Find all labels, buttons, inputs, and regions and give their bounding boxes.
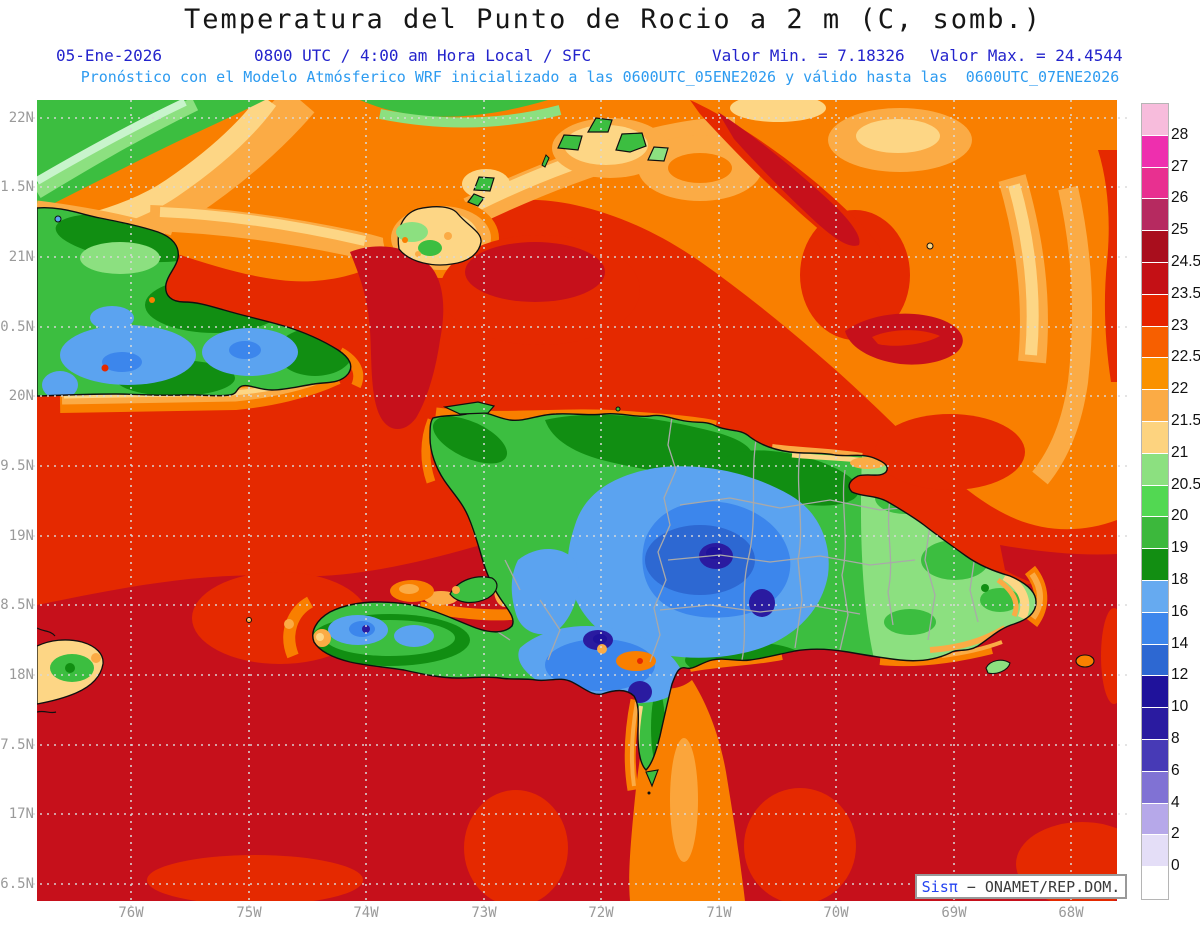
lon-label: 69W	[941, 905, 967, 921]
colorbar-block	[1142, 485, 1168, 518]
valor-min-label: Valor Min. = 7.18326	[712, 46, 905, 65]
colorbar-block	[1142, 549, 1168, 581]
colorbar-block	[1142, 390, 1168, 422]
colorbar-label: 4	[1171, 793, 1180, 811]
watermark-box: Sisπ − ONAMET/REP.DOM.	[915, 874, 1127, 899]
colorbar-block	[1142, 739, 1168, 772]
colorbar-label: 25	[1171, 221, 1189, 239]
colorbar-label: 21	[1171, 443, 1189, 461]
colorbar-block	[1142, 644, 1168, 677]
colorbar-block	[1142, 453, 1168, 486]
colorbar-label: 28	[1171, 125, 1189, 143]
lat-label: 19N	[8, 528, 34, 544]
lon-label: 71W	[706, 905, 732, 921]
colorbar-label: 19	[1171, 539, 1189, 557]
colorbar-label: 0	[1171, 857, 1180, 875]
colorbar-label: 2	[1171, 825, 1180, 843]
lat-label: 18N	[8, 667, 34, 683]
colorbar-block	[1142, 199, 1168, 232]
lon-label: 68W	[1058, 905, 1084, 921]
lat-label: 7.5N	[0, 737, 34, 753]
graticule	[33, 100, 1132, 907]
colorbar-block	[1142, 231, 1168, 263]
colorbar-label: 18	[1171, 571, 1189, 588]
colorbar-label: 12	[1171, 666, 1189, 684]
lon-label: 73W	[471, 905, 497, 921]
colorbar-block	[1142, 294, 1168, 327]
colorbar-block	[1142, 104, 1168, 136]
lat-label: 8.5N	[0, 597, 34, 613]
watermark-org: ONAMET/REP.DOM.	[984, 877, 1121, 896]
colorbar-label: 23.5	[1171, 284, 1200, 302]
lat-label: 22N	[8, 110, 34, 126]
colorbar-label: 22	[1171, 380, 1189, 398]
colorbar-label: 22.5	[1171, 348, 1200, 366]
colorbar-block	[1142, 867, 1168, 899]
valor-max-label: Valor Max. = 24.4544	[930, 46, 1123, 65]
lat-label: 0.5N	[0, 319, 34, 335]
colorbar-block	[1142, 421, 1168, 454]
colorbar-block	[1142, 835, 1168, 868]
colorbar-label: 23	[1171, 316, 1189, 334]
colorbar-block	[1142, 135, 1168, 168]
lon-label: 72W	[588, 905, 614, 921]
lat-label: 6.5N	[0, 876, 34, 892]
colorbar-block	[1142, 326, 1168, 359]
colorbar-label: 10	[1171, 698, 1189, 716]
colorbar-block	[1142, 358, 1168, 391]
time-label: 0800 UTC / 4:00 am Hora Local / SFC	[254, 46, 592, 65]
colorbar-block	[1142, 612, 1168, 645]
colorbar-label: 20	[1171, 507, 1189, 525]
lon-label: 75W	[236, 905, 262, 921]
lon-label: 70W	[823, 905, 849, 921]
colorbar-block	[1142, 262, 1168, 295]
forecast-line: Pronóstico con el Modelo Atmósferico WRF…	[80, 68, 1120, 86]
color-scale	[1141, 103, 1169, 900]
lat-label: 17N	[8, 806, 34, 822]
colorbar-block	[1142, 167, 1168, 200]
admin-boundaries	[479, 416, 979, 663]
lat-label: 20N	[8, 388, 34, 404]
colorbar-block	[1142, 517, 1168, 550]
colorbar-label: 14	[1171, 634, 1189, 652]
colorbar-label: 21.5	[1171, 412, 1200, 429]
colorbar-label: 6	[1171, 761, 1180, 779]
colorbar-block	[1142, 708, 1168, 740]
lat-label: 9.5N	[0, 458, 34, 474]
colorbar-label: 16	[1171, 602, 1189, 620]
lon-label: 76W	[118, 905, 144, 921]
sispi-logo: Sisπ	[921, 877, 958, 896]
lat-label: 1.5N	[0, 179, 34, 195]
colorbar-label: 27	[1171, 157, 1189, 175]
date-label: 05-Ene-2026	[56, 46, 162, 65]
colorbar-block	[1142, 676, 1168, 709]
colorbar-label: 24.5	[1171, 253, 1200, 270]
watermark-separator: −	[957, 877, 985, 896]
lat-label: 21N	[8, 249, 34, 265]
colorbar-block	[1142, 803, 1168, 836]
colorbar-label: 20.5	[1171, 475, 1200, 493]
colorbar-block	[1142, 580, 1168, 613]
colorbar-block	[1142, 771, 1168, 804]
colorbar-label: 8	[1171, 730, 1180, 747]
colorbar-label: 26	[1171, 189, 1189, 207]
map-title: Temperatura del Punto de Rocio a 2 m (C,…	[183, 4, 1042, 35]
lon-label: 74W	[353, 905, 379, 921]
